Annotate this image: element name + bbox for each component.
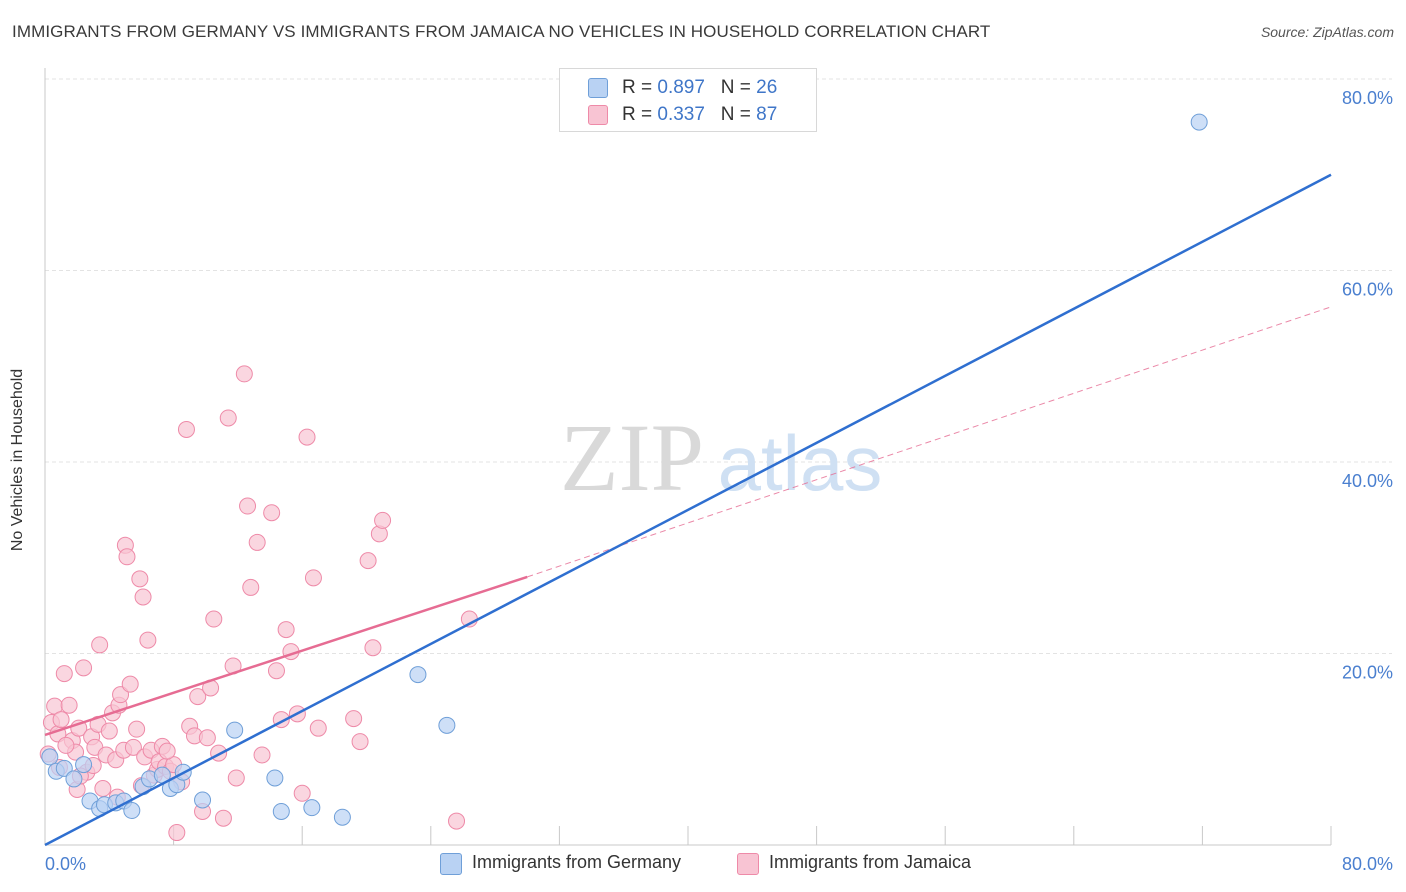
jamaica-point bbox=[310, 720, 326, 736]
germany-point bbox=[273, 803, 289, 819]
jamaica-point bbox=[365, 640, 381, 656]
x-tick-label-min: 0.0% bbox=[45, 854, 86, 874]
jamaica-point bbox=[95, 781, 111, 797]
germany-point bbox=[410, 667, 426, 683]
legend-jamaica-text: R = 0.337 N = 87 bbox=[622, 104, 777, 126]
jamaica-point bbox=[215, 810, 231, 826]
jamaica-point bbox=[360, 553, 376, 569]
watermark-atlas: atlas bbox=[718, 419, 883, 507]
n-value-germany: 26 bbox=[756, 77, 777, 98]
r-value-jamaica: 0.337 bbox=[657, 104, 705, 125]
jamaica-legend-swatch bbox=[737, 853, 759, 875]
r-label: R = bbox=[622, 77, 657, 98]
jamaica-point bbox=[236, 366, 252, 382]
jamaica-point bbox=[449, 813, 465, 829]
y-axis-label: No Vehicles in Household bbox=[9, 369, 27, 551]
y-tick-label: 60.0% bbox=[1342, 280, 1393, 300]
jamaica-point bbox=[135, 589, 151, 605]
jamaica-point bbox=[249, 534, 265, 550]
x-tick-label-max: 80.0% bbox=[1342, 854, 1393, 874]
germany-point bbox=[66, 771, 82, 787]
jamaica-point bbox=[140, 632, 156, 648]
jamaica-point bbox=[159, 743, 175, 759]
jamaica-point bbox=[268, 663, 284, 679]
trend-layer bbox=[45, 175, 1331, 845]
scatter-chart: ZIP atlas 20.0% 40.0% 60.0% 80.0% 0.0% 80.0% bbox=[0, 0, 1406, 892]
germany-legend-label: Immigrants from Germany bbox=[472, 852, 681, 873]
jamaica-point bbox=[53, 712, 69, 728]
jamaica-point bbox=[122, 676, 138, 692]
jamaica-point bbox=[220, 410, 236, 426]
germany-point bbox=[334, 809, 350, 825]
jamaica-point bbox=[375, 512, 391, 528]
germany-point bbox=[1191, 114, 1207, 130]
jamaica-point bbox=[305, 570, 321, 586]
jamaica-points bbox=[40, 366, 477, 841]
watermark-zip: ZIP bbox=[560, 404, 704, 511]
germany-point bbox=[227, 722, 243, 738]
jamaica-point bbox=[61, 697, 77, 713]
jamaica-point bbox=[294, 785, 310, 801]
jamaica-point bbox=[132, 571, 148, 587]
germany-point bbox=[439, 717, 455, 733]
jamaica-point bbox=[199, 730, 215, 746]
legend-germany-text: R = 0.897 N = 26 bbox=[622, 77, 777, 99]
jamaica-point bbox=[228, 770, 244, 786]
jamaica-point bbox=[169, 825, 185, 841]
germany-point bbox=[195, 792, 211, 808]
germany-point bbox=[267, 770, 283, 786]
watermark: ZIP atlas bbox=[560, 404, 882, 511]
germany-swatch bbox=[588, 78, 608, 98]
jamaica-point bbox=[352, 734, 368, 750]
jamaica-point bbox=[264, 505, 280, 521]
jamaica-point bbox=[243, 579, 259, 595]
germany-point bbox=[42, 749, 58, 765]
germany-point bbox=[304, 800, 320, 816]
jamaica-point bbox=[101, 723, 117, 739]
jamaica-point bbox=[129, 721, 145, 737]
y-tick-label: 20.0% bbox=[1342, 663, 1393, 683]
jamaica-swatch bbox=[588, 105, 608, 125]
jamaica-point bbox=[92, 637, 108, 653]
jamaica-point bbox=[299, 429, 315, 445]
jamaica-point bbox=[206, 611, 222, 627]
jamaica-point bbox=[58, 737, 74, 753]
germany-legend-swatch bbox=[440, 853, 462, 875]
y-axis-label-container: No Vehicles in Household bbox=[18, 460, 38, 480]
r-value-germany: 0.897 bbox=[657, 77, 705, 98]
germany-trend-line bbox=[45, 175, 1331, 845]
jamaica-point bbox=[178, 421, 194, 437]
jamaica-legend-label: Immigrants from Jamaica bbox=[769, 852, 971, 873]
germany-point bbox=[124, 803, 140, 819]
n-label: N = bbox=[721, 104, 756, 125]
jamaica-point bbox=[278, 622, 294, 638]
y-tick-label: 40.0% bbox=[1342, 471, 1393, 491]
y-tick-label: 80.0% bbox=[1342, 88, 1393, 108]
jamaica-point bbox=[346, 711, 362, 727]
r-label: R = bbox=[622, 104, 657, 125]
jamaica-point bbox=[254, 747, 270, 763]
jamaica-point bbox=[56, 666, 72, 682]
n-label: N = bbox=[721, 77, 756, 98]
jamaica-point bbox=[76, 660, 92, 676]
jamaica-trend-line bbox=[45, 577, 527, 735]
n-value-jamaica: 87 bbox=[756, 104, 777, 125]
correlation-legend: R = 0.897 N = 26 R = 0.337 N = 87 bbox=[559, 68, 817, 132]
jamaica-point bbox=[240, 498, 256, 514]
germany-point bbox=[76, 757, 92, 773]
jamaica-point bbox=[119, 549, 135, 565]
